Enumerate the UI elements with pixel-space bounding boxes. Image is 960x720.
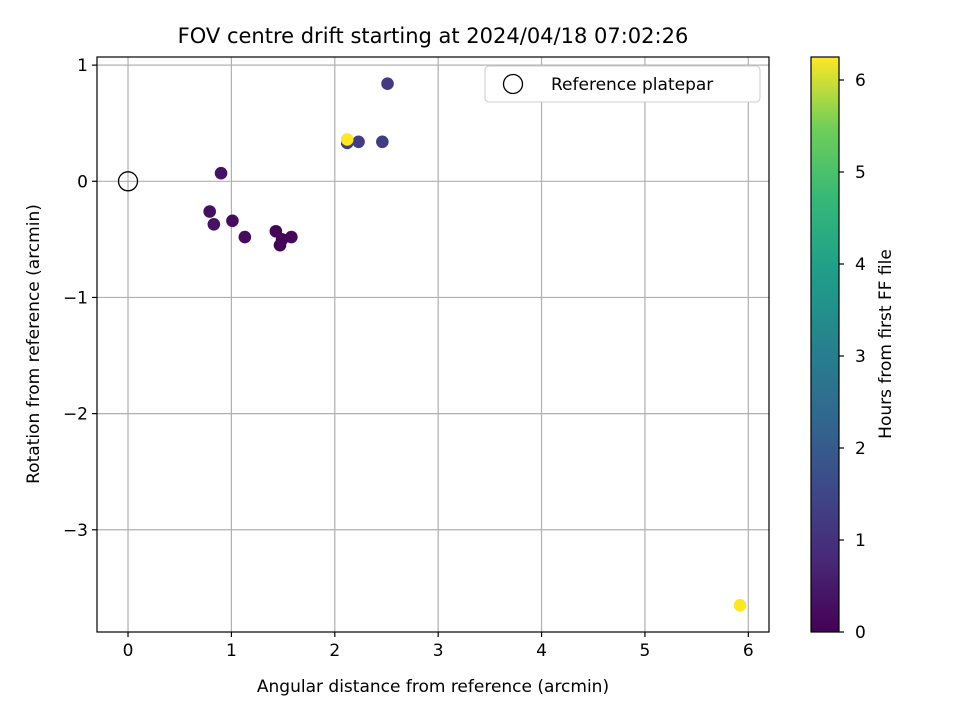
x-axis-label: Angular distance from reference (arcmin) bbox=[257, 677, 609, 697]
data-point bbox=[214, 166, 228, 180]
x-tick-label: 6 bbox=[743, 641, 754, 661]
data-point bbox=[340, 133, 354, 146]
y-tick-label: 1 bbox=[77, 56, 88, 76]
x-tick-label: 5 bbox=[640, 641, 651, 661]
grid-lines bbox=[97, 57, 769, 632]
colorbar-ticks: 0 1 2 3 4 5 6 bbox=[839, 71, 866, 643]
legend-label: Reference platepar bbox=[551, 75, 713, 95]
legend: Reference platepar bbox=[484, 65, 761, 103]
colorbar-tick-label: 1 bbox=[855, 531, 866, 551]
y-axis-label: Rotation from reference (arcmin) bbox=[24, 204, 44, 484]
x-tick-label: 1 bbox=[226, 641, 237, 661]
y-tick-label: 0 bbox=[77, 172, 88, 192]
y-tick-label: −1 bbox=[63, 288, 88, 308]
data-point bbox=[203, 205, 216, 218]
scatter-points bbox=[203, 77, 747, 612]
x-axis-ticks: 0 1 2 3 4 5 6 bbox=[123, 632, 754, 661]
colorbar: 0 1 2 3 4 5 6 Hours from first FF file bbox=[810, 56, 896, 643]
plot-frame bbox=[96, 56, 770, 633]
colorbar-gradient bbox=[810, 56, 840, 633]
reference-marker-group bbox=[117, 171, 139, 192]
colorbar-tick-label: 4 bbox=[855, 255, 866, 275]
colorbar-tick-label: 2 bbox=[855, 439, 866, 459]
y-tick-label: −3 bbox=[63, 521, 88, 541]
data-point bbox=[381, 77, 394, 91]
reference-marker bbox=[117, 171, 139, 192]
colorbar-tick-label: 6 bbox=[855, 71, 866, 91]
chart-title: FOV centre drift starting at 2024/04/18 … bbox=[178, 24, 689, 48]
x-tick-label: 2 bbox=[329, 641, 340, 661]
x-tick-label: 0 bbox=[123, 641, 134, 661]
x-tick-label: 3 bbox=[433, 641, 444, 661]
colorbar-tick-label: 3 bbox=[855, 347, 866, 367]
data-point bbox=[285, 230, 298, 244]
data-point bbox=[226, 214, 239, 228]
x-tick-label: 4 bbox=[536, 641, 547, 661]
y-tick-label: −2 bbox=[63, 405, 88, 425]
colorbar-label: Hours from first FF file bbox=[876, 249, 896, 439]
legend-box bbox=[484, 65, 761, 103]
y-axis-ticks: 1 0 −1 −2 −3 bbox=[63, 56, 97, 541]
data-point bbox=[207, 217, 221, 231]
data-point bbox=[376, 135, 389, 149]
colorbar-tick-label: 0 bbox=[855, 623, 866, 643]
data-point bbox=[733, 598, 747, 612]
colorbar-tick-label: 5 bbox=[855, 163, 866, 183]
data-point bbox=[352, 135, 365, 149]
data-point bbox=[238, 230, 252, 244]
legend-reference-marker bbox=[502, 73, 524, 95]
